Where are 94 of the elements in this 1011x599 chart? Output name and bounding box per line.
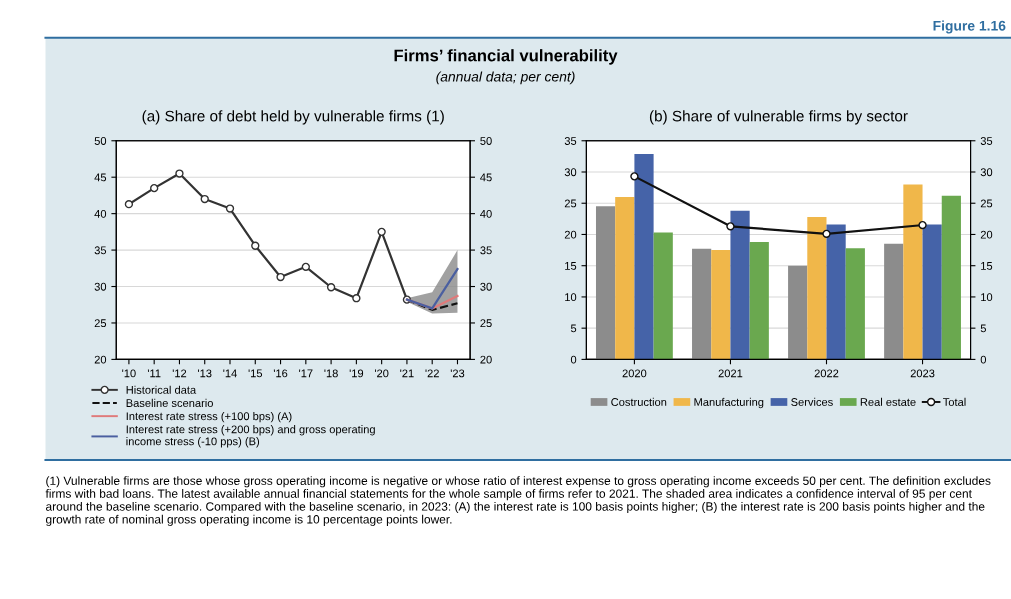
y2-tick-label: 15 — [981, 262, 993, 270]
legend-label: Services — [791, 397, 833, 406]
point — [175, 169, 184, 178]
point — [630, 172, 639, 181]
legend-label: Baseline scenario — [126, 398, 213, 407]
point — [918, 220, 927, 230]
y-tick-label: 25 — [564, 199, 577, 208]
y2-tick-label: 20 — [980, 230, 993, 239]
y2-tick-label: 50 — [480, 137, 492, 145]
x-tick-label: '13 — [198, 369, 212, 378]
y2-tick-label: 25 — [480, 319, 492, 328]
bar — [730, 210, 750, 360]
y2-tick-label: 35 — [480, 246, 492, 255]
point — [326, 283, 336, 292]
caption: Figure 1.16 — [933, 20, 1006, 34]
bar — [941, 195, 961, 360]
x-tick-label: '23 — [450, 369, 465, 378]
y-tick-label: 5 — [570, 324, 577, 333]
point — [200, 194, 209, 204]
text: (1) Vulnerable firms are those whose gross operating income is negative or whose ratio of interest expense to gross operating income exceeds 50 per cent. The definition excludes firms with bad loans. The latest available annual financial statements for the whole sample of firms refer to 2021. The shaded area indicates a confidence interval of 95 per cent around the baseline scenario. Compared with the baseline scenario, in 2023: (A) the interest rate is 100 basis points higher; (B) the interest rate is 200 basis points higher and the growth rate of nominal gross operating income is 10 percentage points lower. — [45, 476, 991, 526]
x-tick-label: '12 — [172, 369, 187, 378]
text: Firms’ financial vulnerability — [394, 49, 618, 65]
bar — [692, 248, 712, 360]
x-tick-label: 2020 — [622, 369, 647, 378]
x-tick-label: '19 — [349, 369, 364, 378]
point — [150, 183, 159, 193]
y-tick-label: 10 — [565, 293, 577, 302]
point — [822, 229, 831, 239]
bar — [653, 232, 673, 360]
legend-label: Manufacturing — [694, 397, 764, 409]
chart-title: (b) Share of vulnerable firms by sector — [649, 110, 908, 125]
bar — [749, 241, 769, 360]
legend-label: Total — [943, 397, 966, 406]
bar — [922, 224, 942, 360]
point — [124, 200, 134, 209]
y-tick-label: 35 — [94, 246, 107, 255]
point — [225, 204, 235, 213]
y-tick-label: 15 — [565, 262, 577, 270]
y-tick-label: 40 — [94, 209, 107, 218]
y2-tick-label: 5 — [980, 324, 986, 333]
x-tick-label: '22 — [425, 369, 439, 378]
y-tick-label: 25 — [94, 319, 107, 328]
x-tick-label: '11 — [147, 369, 161, 378]
bar — [884, 243, 904, 360]
bar — [788, 265, 808, 360]
legend-label: Interest rate stress (+200 bps) and gross operating income stress (-10 pps) (B) — [126, 425, 375, 448]
y-tick-label: 20 — [564, 230, 577, 239]
y2-tick-label: 30 — [980, 168, 993, 177]
x-tick-label: '15 — [248, 369, 263, 378]
x-tick-label: '14 — [223, 369, 237, 378]
bar — [595, 206, 616, 360]
x-tick-label: '17 — [299, 369, 313, 378]
y-tick-label: 45 — [94, 173, 107, 182]
y-tick-label: 35 — [564, 137, 577, 145]
point — [251, 241, 260, 250]
bar — [903, 184, 923, 360]
x-tick-label: '10 — [122, 369, 136, 378]
legend-label: Real estate — [860, 397, 916, 406]
text: (annual data; per cent) — [436, 71, 575, 85]
legend-label: Costruction — [611, 397, 667, 406]
y-tick-label: 20 — [94, 355, 107, 364]
bar — [615, 196, 635, 360]
y2-tick-label: 40 — [480, 209, 492, 218]
x-tick-label: '18 — [324, 369, 338, 378]
x-tick-label: 2021 — [718, 369, 743, 378]
y-tick-label: 30 — [564, 168, 577, 177]
y2-tick-label: 0 — [980, 355, 987, 364]
x-tick-label: 2023 — [910, 369, 935, 378]
point — [301, 262, 310, 272]
x-tick-label: '16 — [273, 369, 288, 378]
chart-title: (a) Share of debt held by vulnerable firms (1) — [142, 110, 444, 125]
legend-label: Interest rate stress (+100 bps) (A) — [126, 411, 292, 423]
bar — [845, 248, 865, 360]
y2-tick-label: 20 — [480, 355, 492, 364]
x-tick-label: '20 — [374, 369, 389, 378]
y-tick-label: 30 — [94, 282, 107, 291]
point — [352, 294, 361, 303]
y2-tick-label: 35 — [980, 137, 993, 145]
y2-tick-label: 10 — [981, 293, 993, 302]
bar — [634, 153, 654, 360]
y2-tick-label: 25 — [980, 199, 993, 208]
point — [377, 227, 386, 237]
y-tick-label: 0 — [570, 355, 577, 364]
bar — [807, 216, 827, 360]
y-tick-label: 50 — [94, 137, 107, 145]
point — [276, 272, 285, 282]
point — [726, 222, 735, 231]
x-tick-label: 2022 — [814, 369, 839, 378]
y2-tick-label: 30 — [480, 282, 492, 291]
y2-tick-label: 45 — [480, 173, 492, 182]
legend-label: Historical data — [126, 385, 197, 394]
bar — [711, 250, 731, 360]
x-tick-label: '21 — [400, 369, 414, 378]
bar — [826, 224, 846, 360]
